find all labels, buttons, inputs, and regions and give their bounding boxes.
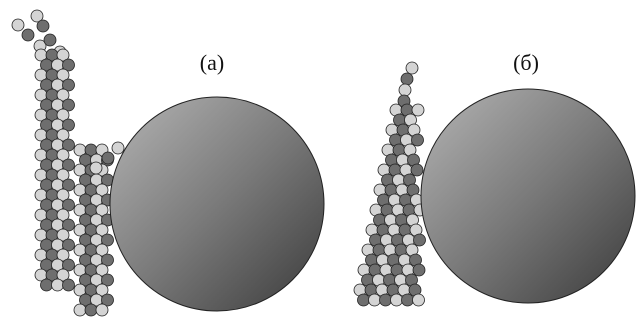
particle: [399, 84, 411, 96]
particle: [44, 34, 56, 46]
particle: [37, 20, 49, 32]
particle: [12, 19, 24, 31]
particle: [85, 304, 97, 316]
particle: [402, 294, 414, 306]
particle: [358, 294, 370, 306]
particle: [411, 164, 423, 176]
particle: [413, 294, 425, 306]
sphere-a: [110, 97, 324, 311]
sphere-b: [421, 89, 635, 303]
particle: [401, 73, 413, 85]
particle: [63, 279, 75, 291]
particle: [391, 294, 403, 306]
particle: [74, 304, 86, 316]
particle: [22, 29, 34, 41]
particle: [380, 294, 392, 306]
particle: [406, 62, 418, 74]
particle: [412, 104, 424, 116]
particle: [413, 264, 425, 276]
particle: [112, 142, 124, 154]
particle: [369, 294, 381, 306]
particle: [52, 279, 64, 291]
figure: (а) (б): [0, 0, 639, 325]
particle: [412, 134, 424, 146]
particle: [90, 162, 102, 174]
panel-label: (а): [200, 50, 224, 75]
particle: [102, 152, 114, 164]
particle: [41, 279, 53, 291]
particle: [414, 234, 426, 246]
particle: [96, 304, 108, 316]
panel-label: (б): [513, 50, 539, 75]
